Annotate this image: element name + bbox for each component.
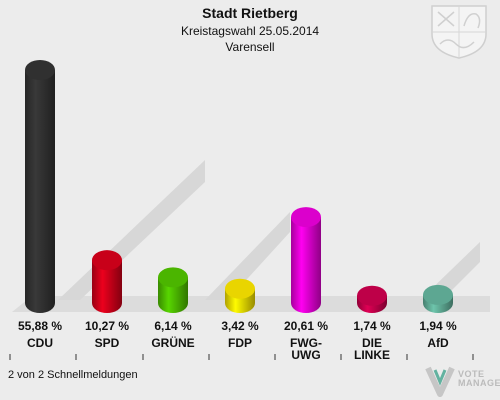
district-name: Varensell: [225, 40, 275, 54]
category-label: GRÜNE: [151, 336, 195, 350]
bar-fdp: [225, 278, 255, 313]
value-label: 20,61 %: [283, 319, 329, 333]
election-subtitle: Kreistagswahl 25.05.2014: [180, 24, 320, 38]
bar-gr-ne: [158, 267, 188, 313]
value-label: 1,74 %: [353, 319, 391, 333]
category-label: DIE LINKE: [354, 336, 390, 362]
bar-spd: [92, 250, 122, 313]
chart-title: Stadt Rietberg: [202, 5, 298, 21]
category-label: FDP: [228, 336, 252, 350]
category-axis: [9, 354, 474, 360]
bar-afd: [423, 284, 453, 313]
category-label: SPD: [94, 336, 120, 350]
value-label: 6,14 %: [154, 319, 192, 333]
category-label: AfD: [427, 336, 449, 350]
nrw-coat-of-arms-icon: [431, 5, 487, 59]
vote-manager-logo-icon: [425, 366, 455, 397]
value-label: 55,88 %: [17, 319, 63, 333]
bar-fwg-uwg: [291, 207, 321, 313]
brand-line-2: MANAGER: [458, 378, 500, 388]
category-label: FWG- UWG: [290, 336, 322, 362]
bar-die-linke: [357, 285, 387, 313]
bar-chart: [9, 60, 490, 360]
value-label: 1,94 %: [419, 319, 457, 333]
category-label: CDU: [27, 336, 53, 350]
value-label: 10,27 %: [84, 319, 130, 333]
bar-cdu: [25, 60, 55, 313]
value-label: 3,42 %: [221, 319, 259, 333]
brand-line-1: VOTE: [458, 369, 485, 379]
bar-shadow: [205, 212, 290, 300]
report-status: 2 von 2 Schnellmeldungen: [8, 369, 138, 381]
